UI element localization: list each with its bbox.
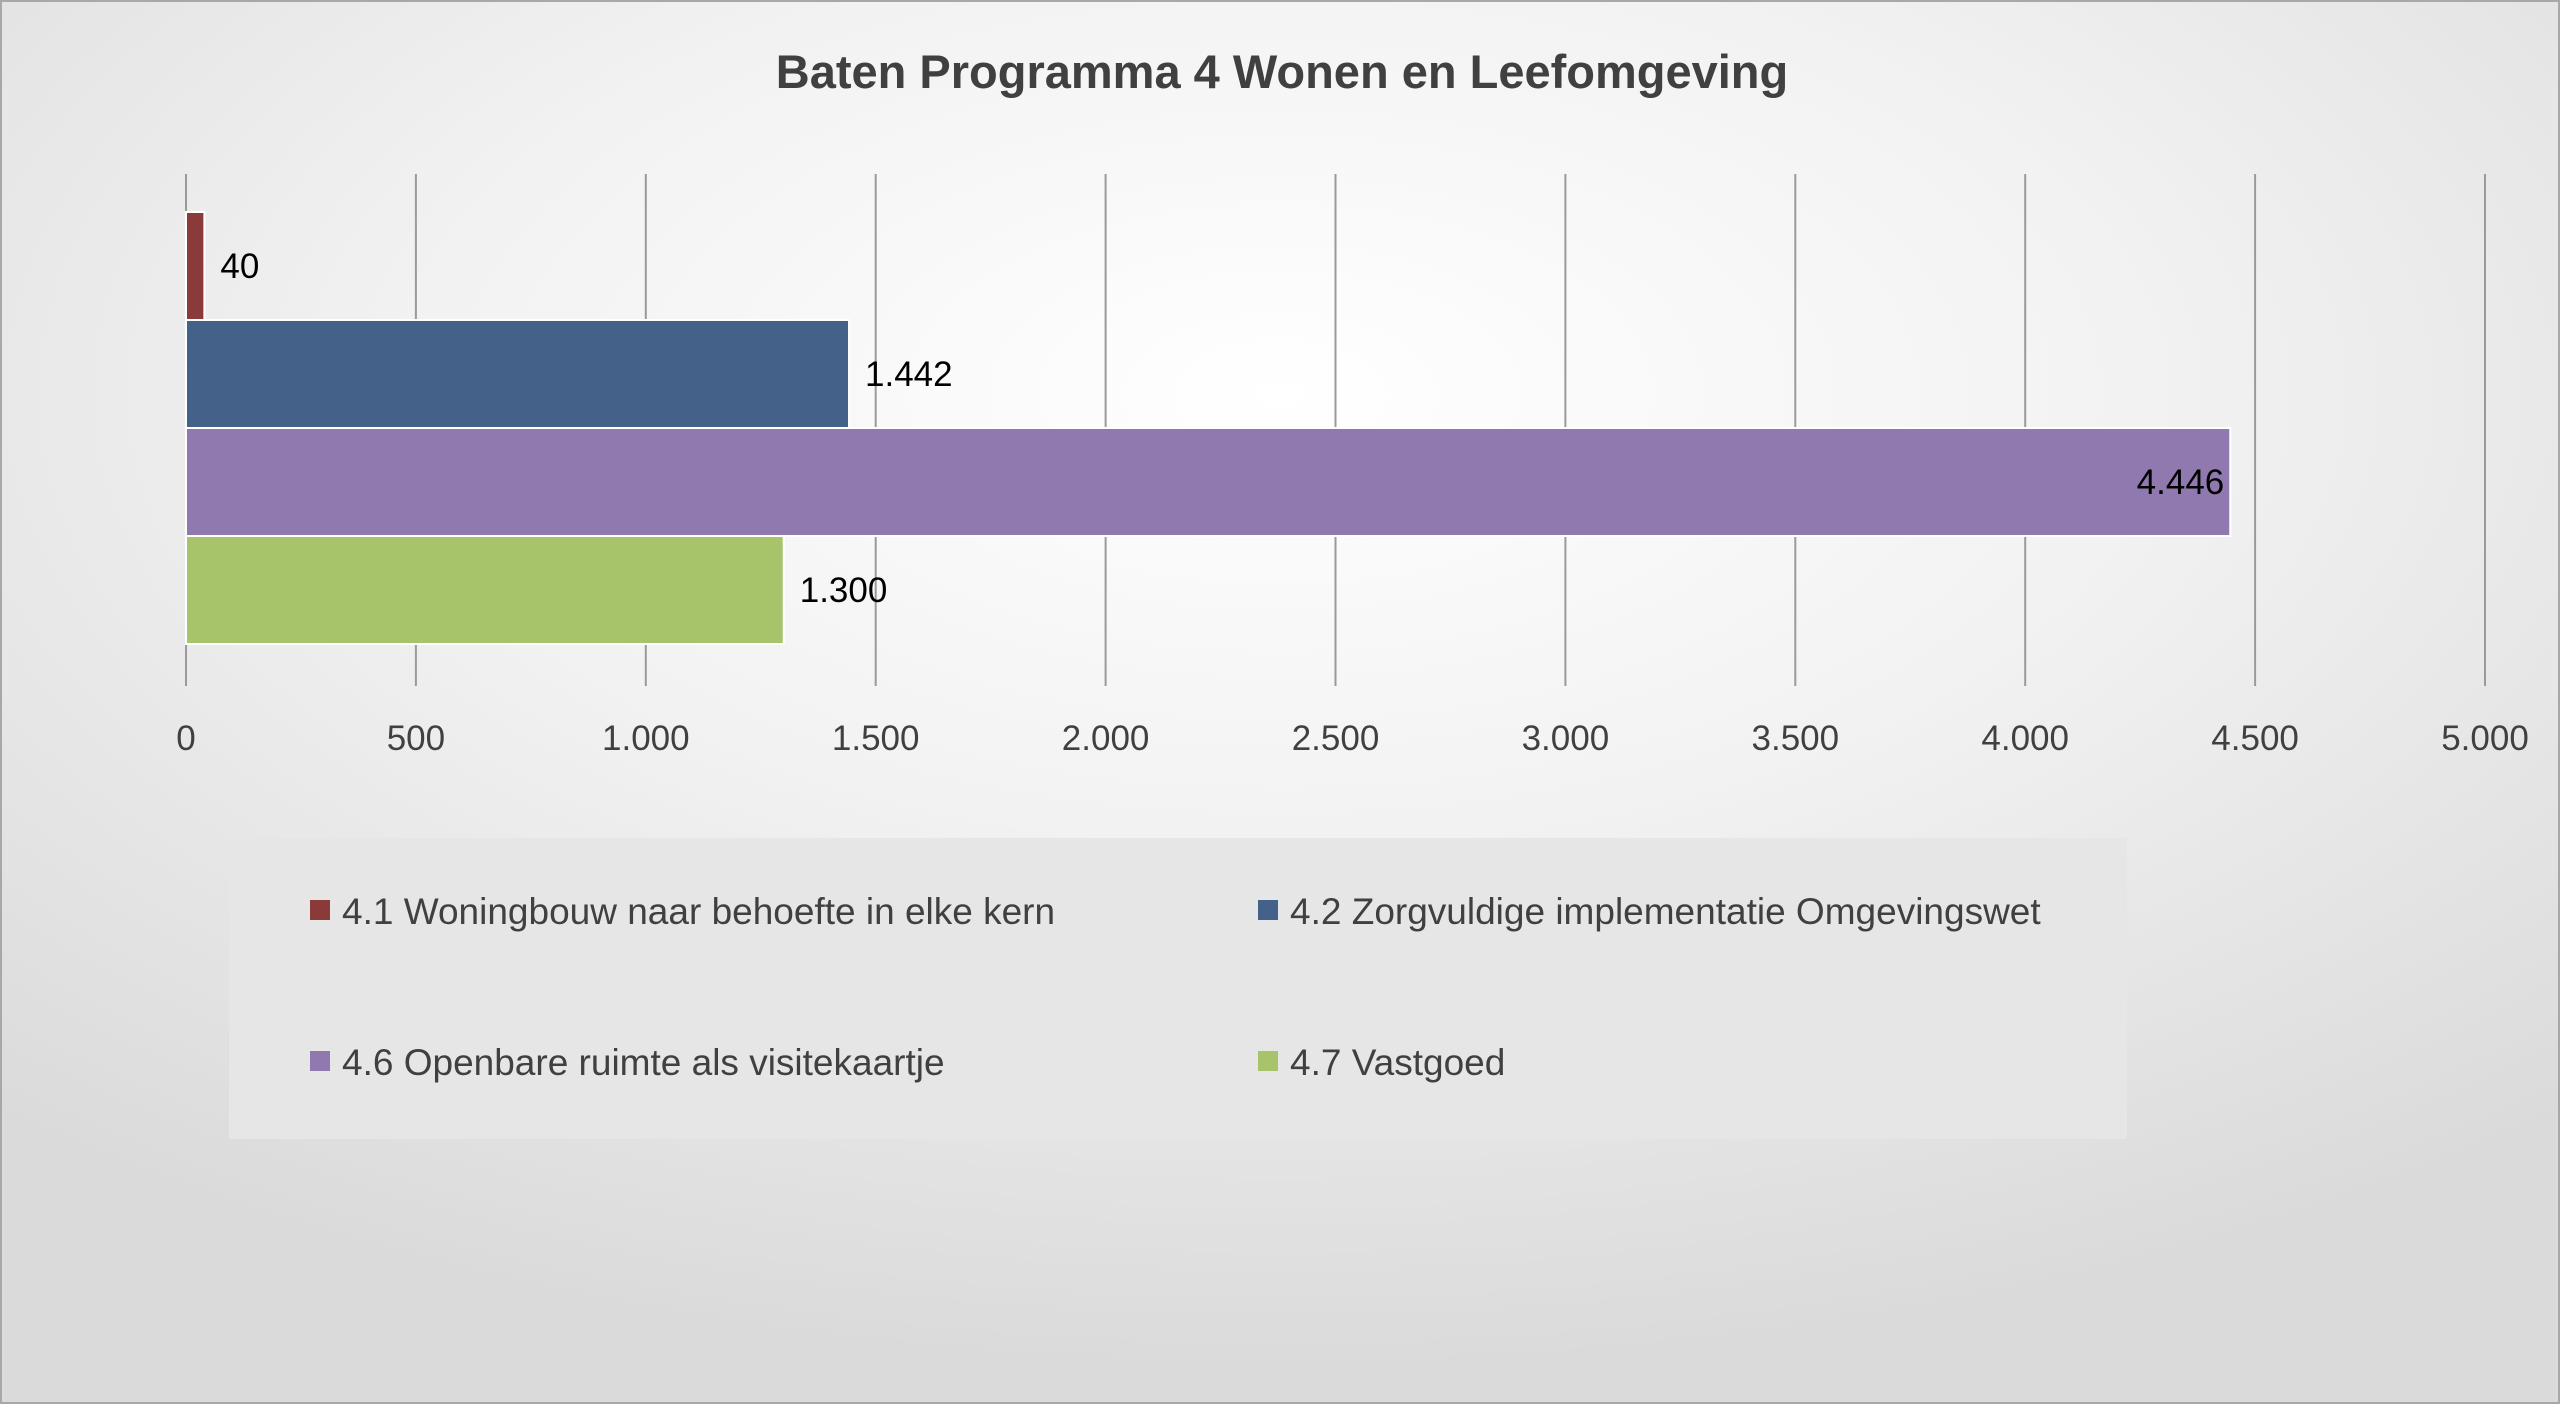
- x-tick-label: 0: [176, 719, 195, 758]
- x-tick-label: 2.500: [1292, 719, 1380, 758]
- legend-label: 4.6 Openbare ruimte als visitekaartje: [342, 1042, 945, 1083]
- legend-swatch: [1258, 900, 1278, 920]
- legend-label: 4.2 Zorgvuldige implementatie Omgevingsw…: [1290, 891, 2041, 932]
- x-tick-label: 1.500: [832, 719, 920, 758]
- data-labels: 40 1.442 4.446 1.300: [220, 247, 2224, 610]
- bar: [185, 319, 851, 429]
- legend-label: 4.1 Woningbouw naar behoefte in elke ker…: [342, 891, 1055, 932]
- bars: [185, 211, 2232, 645]
- data-label: 40: [220, 247, 259, 286]
- x-tick-label: 3.000: [1522, 719, 1610, 758]
- data-label: 1.300: [800, 571, 888, 610]
- legend-swatch: [310, 900, 330, 920]
- legend-swatch: [1258, 1051, 1278, 1071]
- legend-background: [229, 838, 2127, 1139]
- legend-label: 4.7 Vastgoed: [1290, 1042, 1505, 1083]
- chart-title: Baten Programma 4 Wonen en Leefomgeving: [776, 45, 1788, 98]
- data-label: 1.442: [865, 355, 953, 394]
- x-tick-label: 3.500: [1752, 719, 1840, 758]
- data-label: 4.446: [2137, 463, 2225, 502]
- legend: 4.1 Woningbouw naar behoefte in elke ker…: [229, 838, 2127, 1139]
- x-tick-label: 4.500: [2211, 719, 2299, 758]
- x-tick-label: 500: [387, 719, 445, 758]
- bar: [185, 427, 2232, 537]
- bar: [185, 535, 785, 645]
- legend-swatch: [310, 1051, 330, 1071]
- bar: [185, 211, 206, 321]
- x-tick-label: 1.000: [602, 719, 690, 758]
- x-axis-tick-labels: 0 500 1.000 1.500 2.000 2.500 3.000 3.500 4.000 4…: [176, 719, 2529, 758]
- x-tick-label: 4.000: [1981, 719, 2069, 758]
- x-tick-label: 2.000: [1062, 719, 1150, 758]
- x-tick-label: 5.000: [2441, 719, 2529, 758]
